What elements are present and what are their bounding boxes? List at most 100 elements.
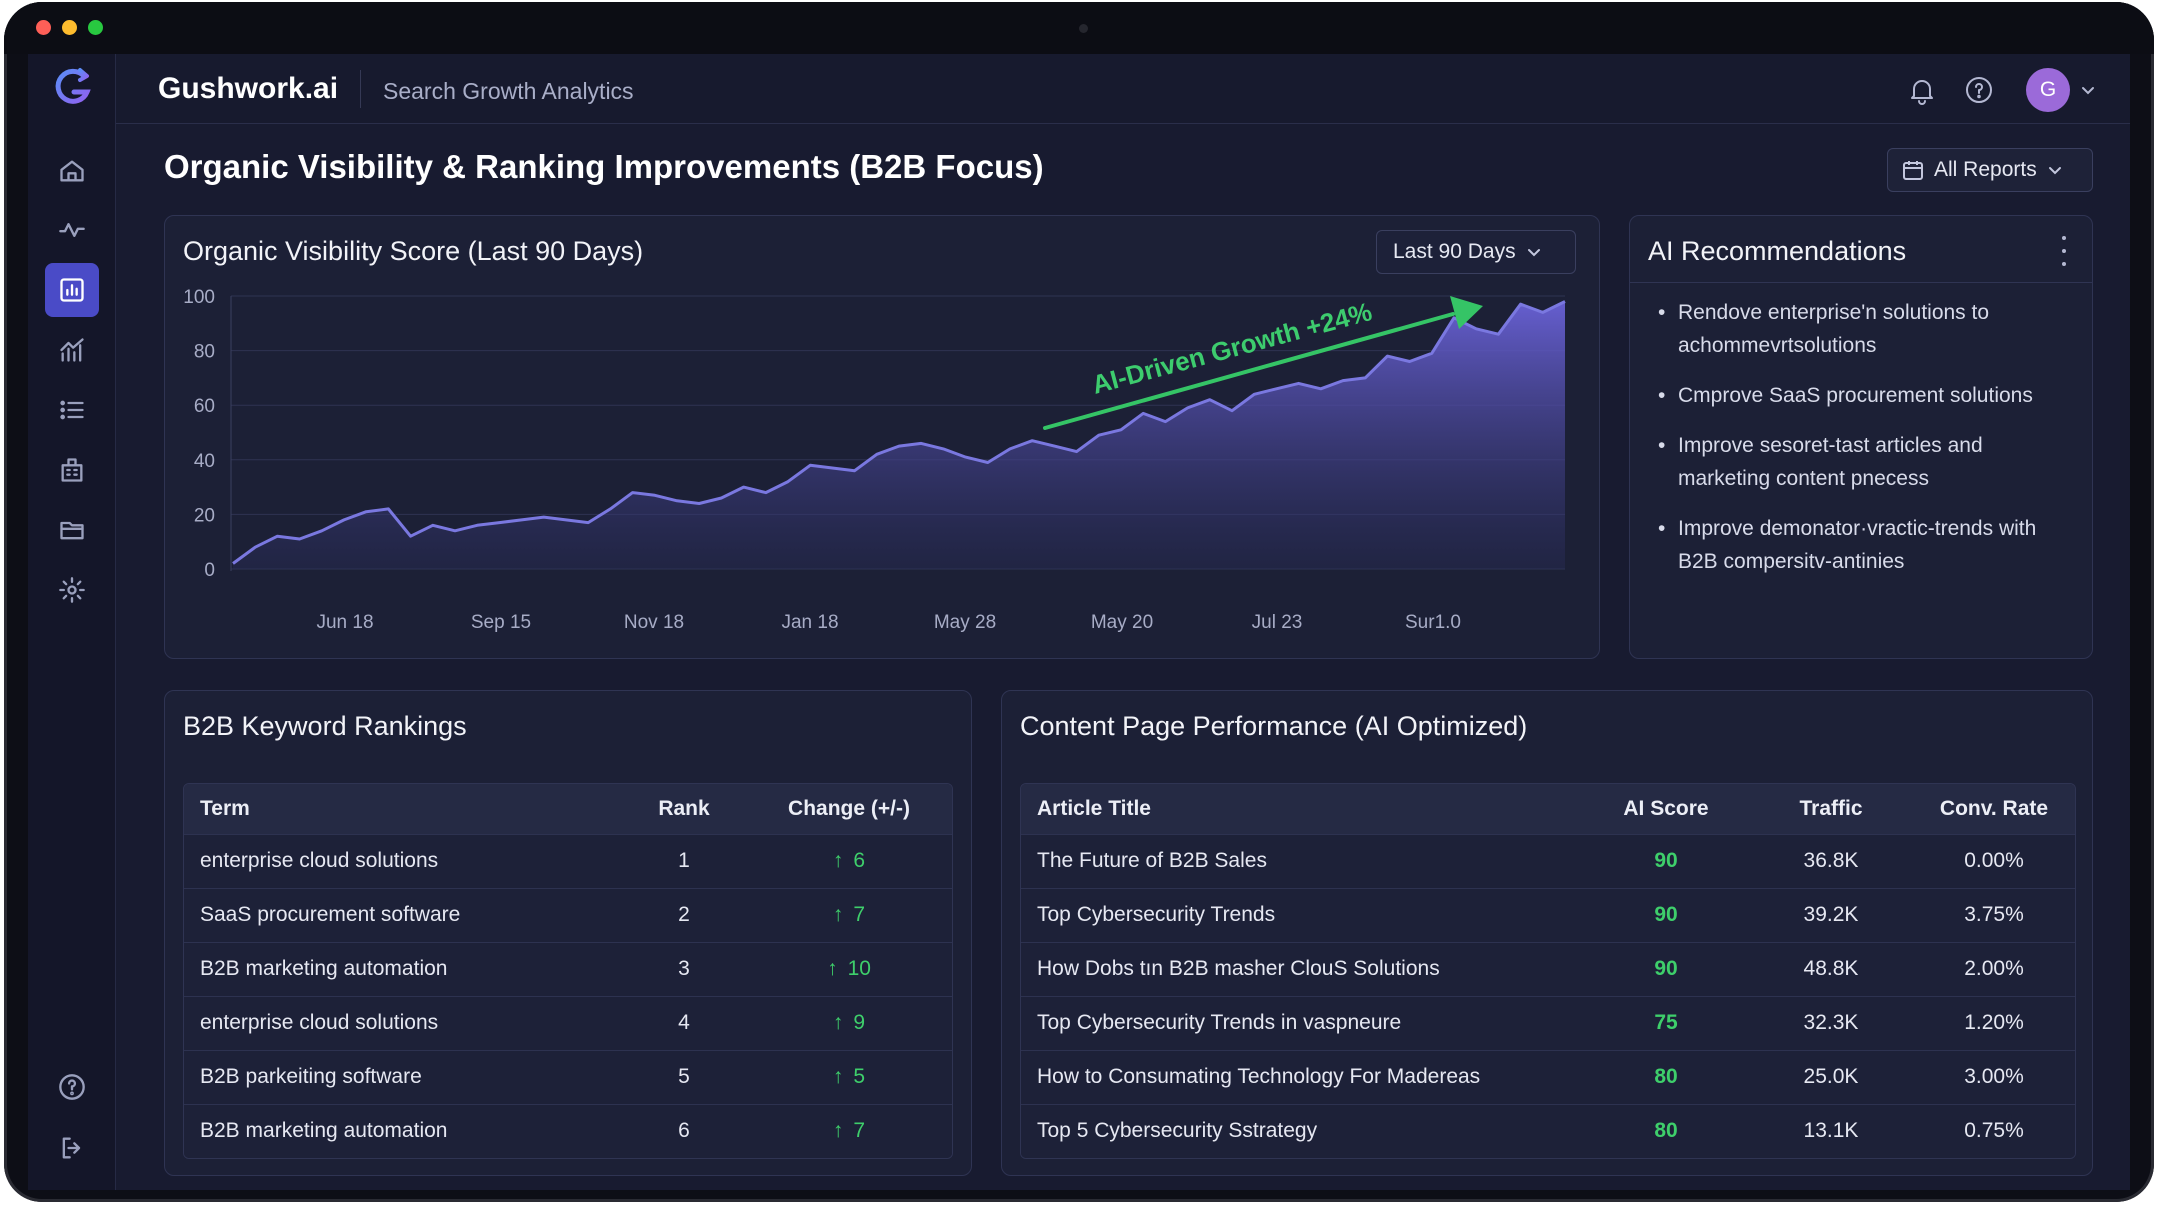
keyword-rank: 4: [624, 995, 744, 1050]
all-reports-dropdown[interactable]: All Reports: [1887, 148, 2093, 192]
table-row[interactable]: enterprise cloud solutions 1 ↑ 6: [184, 833, 952, 888]
table-row[interactable]: The Future of B2B Sales 90 36.8K 0.00%: [1021, 833, 2075, 888]
notifications-button[interactable]: [1906, 74, 1938, 106]
keyword-term: B2B marketing automation: [184, 1103, 624, 1158]
sidebar-item-settings[interactable]: [45, 563, 99, 617]
conversion-rate: 1.20%: [1911, 995, 2075, 1050]
visibility-card-title: Organic Visibility Score (Last 90 Days): [183, 236, 644, 266]
chevron-down-icon[interactable]: [2078, 80, 2098, 100]
sidebar-item-organization[interactable]: [45, 443, 99, 497]
keyword-rank: 2: [624, 887, 744, 942]
help-circle-icon: [1966, 77, 1992, 103]
x-tick-label: Sep 15: [471, 612, 531, 633]
table-row[interactable]: Top 5 Cybersecurity Sstrategy 80 13.1K 0…: [1021, 1103, 2075, 1158]
table-row[interactable]: B2B parkeiting software 5 ↑ 5: [184, 1049, 952, 1104]
keyword-term: SaaS procurement software: [184, 887, 624, 942]
page-title: Organic Visibility & Ranking Improvement…: [164, 148, 1044, 185]
recommendation-item[interactable]: Cmprove SaaS procurement solutions: [1656, 379, 2076, 412]
keyword-term: enterprise cloud solutions: [184, 833, 624, 888]
content-performance-card: Content Page Performance (AI Optimized) …: [1001, 690, 2093, 1176]
calendar-icon: [1903, 161, 1923, 180]
bar-chart-icon: [60, 278, 84, 302]
keyword-rank: 6: [624, 1103, 744, 1158]
date-range-dropdown[interactable]: Last 90 Days: [1376, 230, 1576, 274]
column-header-conv-rate[interactable]: Conv. Rate: [1911, 784, 2075, 834]
x-tick-label: May 28: [934, 612, 996, 633]
arrow-up-icon: ↑: [832, 1011, 844, 1034]
help-icon: [59, 1074, 85, 1100]
ai-score: 90: [1581, 941, 1751, 996]
column-header-traffic[interactable]: Traffic: [1751, 784, 1911, 834]
more-options-button[interactable]: [2054, 236, 2074, 266]
y-tick-label: 80: [194, 342, 215, 363]
gushwork-logo-icon[interactable]: [50, 66, 94, 110]
bell-icon: [1911, 80, 1933, 105]
sidebar-item-list[interactable]: [45, 383, 99, 437]
y-tick-label: 0: [204, 560, 215, 581]
device-frame: Gushwork.ai Search Growth Analytics G Or…: [4, 2, 2154, 1202]
growth-arrow-head: [1450, 296, 1483, 329]
column-header-article[interactable]: Article Title: [1021, 784, 1581, 834]
table-row[interactable]: How Dobs tın B2B masher ClouS Solutions …: [1021, 941, 2075, 996]
x-tick-label: Jan 18: [781, 612, 838, 633]
folder-icon: [60, 521, 84, 540]
maximize-window-button[interactable]: [88, 20, 103, 35]
brand-name[interactable]: Gushwork.ai: [158, 72, 339, 105]
window-titlebar: [4, 2, 2154, 54]
recommendation-item[interactable]: Rendove enterprise'n solutions to achomm…: [1656, 296, 2076, 362]
table-row[interactable]: B2B marketing automation 3 ↑ 10: [184, 941, 952, 996]
conversion-rate: 3.75%: [1911, 887, 2075, 942]
keyword-rank: 1: [624, 833, 744, 888]
column-header-term[interactable]: Term: [184, 784, 624, 834]
visibility-area-chart: 0 20 40 60 80 100 Jun 18 Sep 15 Nov 18 Jan 18 May …: [183, 287, 1566, 633]
sidebar-item-reports[interactable]: [45, 263, 99, 317]
content-table-container: Article Title AI Score Traffic Conv. Rat…: [1020, 783, 2076, 1159]
ai-score: 75: [1581, 995, 1751, 1050]
x-tick-label: Nov 18: [624, 612, 684, 633]
chevron-down-icon: [1527, 249, 1540, 257]
table-row[interactable]: B2B marketing automation 6 ↑ 7: [184, 1103, 952, 1158]
table-row[interactable]: SaaS procurement software 2 ↑ 7: [184, 887, 952, 942]
all-reports-label: All Reports: [1934, 158, 2037, 181]
table-row[interactable]: Top Cybersecurity Trends 90 39.2K 3.75%: [1021, 887, 2075, 942]
more-dot-icon: [2062, 236, 2066, 240]
ai-score: 80: [1581, 1103, 1751, 1158]
building-icon: [61, 458, 83, 482]
table-row[interactable]: enterprise cloud solutions 4 ↑ 9: [184, 995, 952, 1050]
traffic: 48.8K: [1751, 941, 1911, 996]
keyword-change: ↑ 6: [744, 833, 952, 888]
sidebar-help[interactable]: [45, 1060, 99, 1114]
area-fill: [233, 301, 1565, 569]
column-header-rank[interactable]: Rank: [624, 784, 744, 834]
date-range-label: Last 90 Days: [1393, 240, 1516, 263]
table-row[interactable]: Top Cybersecurity Trends in vaspneure 75…: [1021, 995, 2075, 1050]
content-card-title: Content Page Performance (AI Optimized): [1020, 711, 1528, 741]
table-row[interactable]: How to Consumating Technology For Madere…: [1021, 1049, 2075, 1104]
recommendation-item[interactable]: Improve demonator·vractic-trends with B2…: [1656, 512, 2076, 578]
ai-score: 80: [1581, 1049, 1751, 1104]
ai-score: 90: [1581, 833, 1751, 888]
x-tick-label: Jul 23: [1252, 612, 1303, 633]
keyword-change-value: 7: [853, 903, 866, 926]
user-avatar[interactable]: G: [2026, 68, 2070, 112]
sidebar-item-files[interactable]: [45, 503, 99, 557]
sidebar-item-activity[interactable]: [45, 203, 99, 257]
column-header-ai-score[interactable]: AI Score: [1581, 784, 1751, 834]
keyword-change: ↑ 9: [744, 995, 952, 1050]
keyword-change-value: 6: [853, 849, 866, 872]
traffic: 13.1K: [1751, 1103, 1911, 1158]
series-line: [232, 300, 1566, 565]
recommendation-item[interactable]: Improve sesoret-tast articles and market…: [1656, 429, 2076, 495]
more-dot-icon: [2062, 249, 2066, 253]
column-header-change[interactable]: Change (+/-): [744, 784, 952, 834]
close-window-button[interactable]: [36, 20, 51, 35]
ai-score: 90: [1581, 887, 1751, 942]
conversion-rate: 3.00%: [1911, 1049, 2075, 1104]
ai-recommendations-card: AI Recommendations Rendove enterprise'n …: [1629, 215, 2093, 659]
sidebar-item-growth[interactable]: [45, 323, 99, 377]
help-button[interactable]: [1963, 74, 1995, 106]
sidebar-logout[interactable]: [45, 1121, 99, 1175]
sidebar-item-home[interactable]: [45, 144, 99, 198]
x-tick-label: Sur1.0: [1405, 612, 1461, 633]
minimize-window-button[interactable]: [62, 20, 77, 35]
